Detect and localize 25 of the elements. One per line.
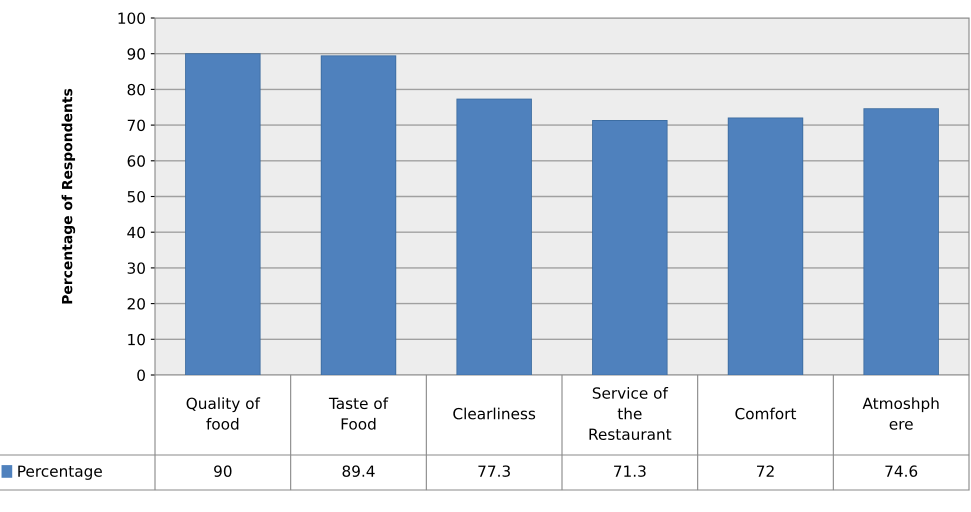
- y-axis-title: Percentage of Respondents: [62, 88, 76, 304]
- y-tick-label: 50: [128, 190, 145, 203]
- data-label: 72: [757, 465, 774, 477]
- y-tick-label: 30: [128, 262, 145, 274]
- x-tick-label: Clearliness: [453, 408, 536, 420]
- x-tick-label: Taste of Food: [328, 397, 388, 430]
- x-tick-label: Atmoshph ere: [862, 397, 939, 430]
- x-tick-label: Comfort: [735, 408, 796, 420]
- y-tick-label: 100: [118, 12, 145, 24]
- y-tick-label: 60: [128, 155, 145, 167]
- y-tick-label: 10: [128, 334, 145, 346]
- data-label: 77.3: [478, 465, 510, 477]
- y-tick-label: 70: [128, 120, 145, 132]
- data-label: 74.6: [885, 465, 918, 477]
- data-label: 90: [214, 465, 232, 477]
- data-label: 71.3: [614, 465, 646, 477]
- x-tick-label: Quality of food: [186, 397, 260, 430]
- y-tick-label: 0: [137, 369, 145, 382]
- x-tick-label: Service of the Restaurant: [590, 387, 672, 440]
- legend-label: Percentage: [18, 466, 102, 480]
- data-label: 89.4: [342, 465, 375, 477]
- y-tick-label: 80: [128, 84, 145, 96]
- y-tick-label: 90: [127, 48, 145, 60]
- y-tick-label: 20: [128, 298, 145, 310]
- y-tick-label: 40: [127, 226, 145, 238]
